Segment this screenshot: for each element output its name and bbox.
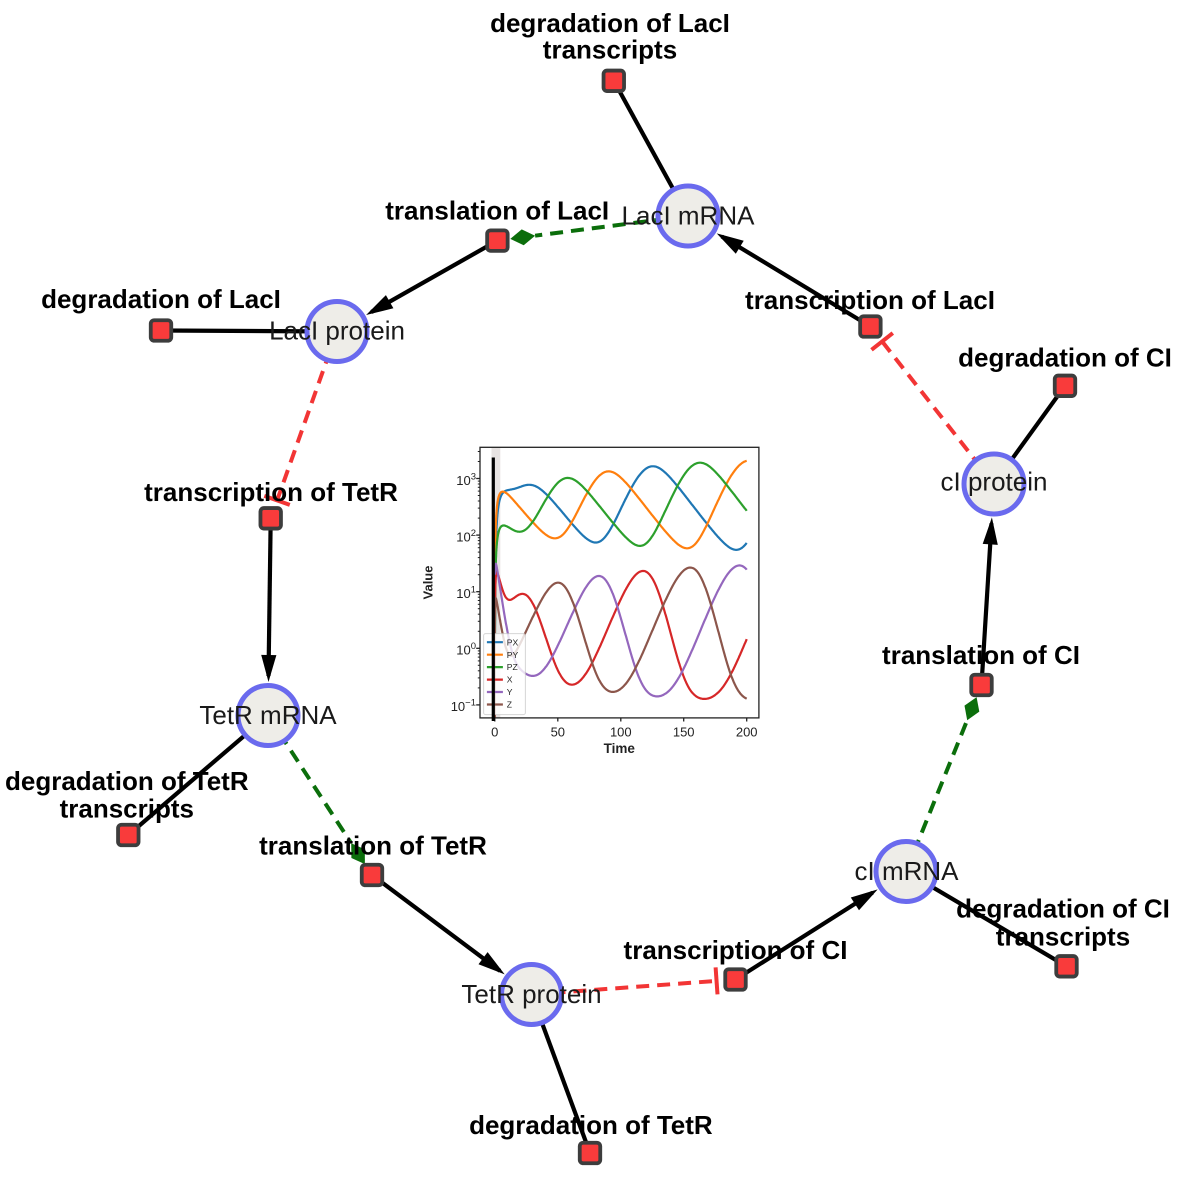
svg-text:translation of TetR: translation of TetR <box>259 830 487 860</box>
svg-text:100: 100 <box>610 725 632 740</box>
svg-text:TetR protein: TetR protein <box>461 979 601 1009</box>
svg-text:X: X <box>507 675 513 685</box>
svg-text:degradation of CI: degradation of CI <box>958 342 1172 372</box>
svg-text:Value: Value <box>421 566 436 600</box>
svg-text:transcripts: transcripts <box>996 922 1130 952</box>
svg-text:200: 200 <box>736 725 758 740</box>
svg-text:translation of CI: translation of CI <box>882 640 1080 670</box>
svg-text:0: 0 <box>491 725 498 740</box>
svg-text:LacI mRNA: LacI mRNA <box>622 201 756 231</box>
svg-text:transcripts: transcripts <box>543 35 677 65</box>
svg-text:transcription of TetR: transcription of TetR <box>144 477 398 507</box>
svg-text:Z: Z <box>507 700 512 710</box>
svg-text:degradation of LacI: degradation of LacI <box>41 284 281 314</box>
svg-text:PZ: PZ <box>507 662 518 672</box>
svg-text:150: 150 <box>673 725 695 740</box>
svg-text:transcripts: transcripts <box>60 793 194 823</box>
svg-text:degradation of LacI: degradation of LacI <box>490 8 730 38</box>
svg-text:cI mRNA: cI mRNA <box>855 856 960 886</box>
svg-text:PX: PX <box>507 637 519 647</box>
svg-text:50: 50 <box>551 725 565 740</box>
svg-text:PY: PY <box>507 650 519 660</box>
svg-text:TetR mRNA: TetR mRNA <box>199 700 337 730</box>
svg-text:Y: Y <box>507 687 513 697</box>
svg-text:degradation of TetR: degradation of TetR <box>469 1110 713 1140</box>
svg-text:transcription of LacI: transcription of LacI <box>745 285 995 315</box>
svg-text:transcription of CI: transcription of CI <box>624 935 848 965</box>
svg-text:degradation of TetR: degradation of TetR <box>5 766 249 796</box>
svg-text:LacI protein: LacI protein <box>269 316 405 346</box>
svg-text:degradation of CI: degradation of CI <box>956 894 1170 924</box>
svg-text:cI protein: cI protein <box>941 467 1048 497</box>
svg-text:Time: Time <box>604 741 636 756</box>
svg-text:translation of LacI: translation of LacI <box>385 196 609 226</box>
